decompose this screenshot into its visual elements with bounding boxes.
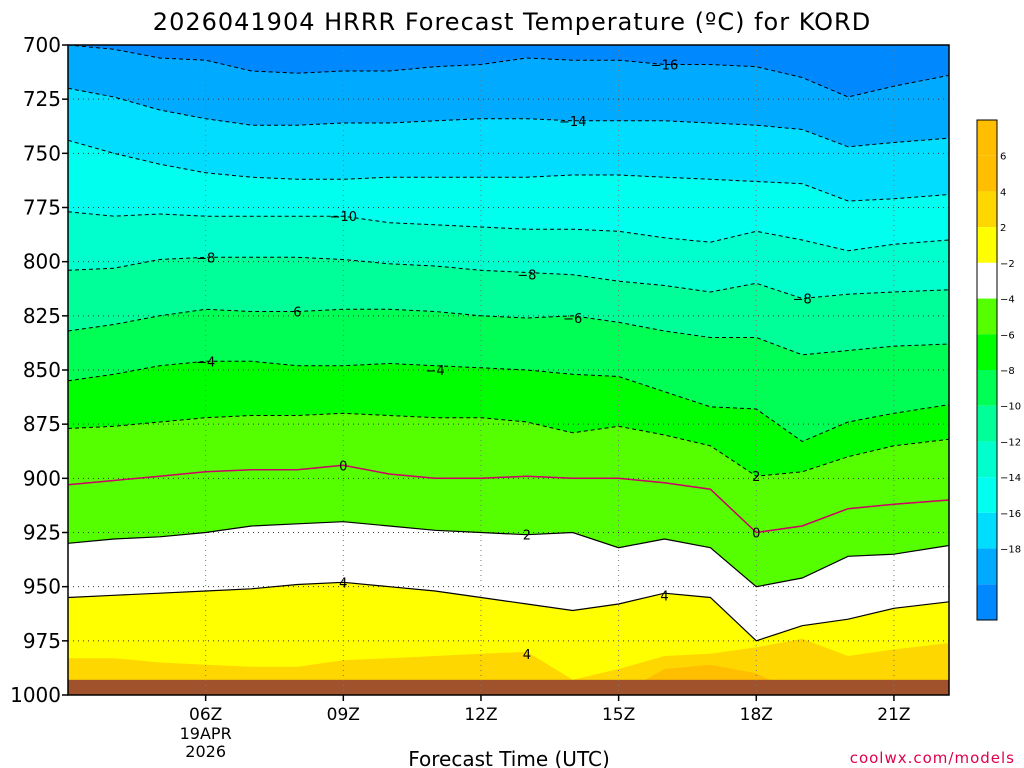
colorbar-swatch	[977, 584, 997, 620]
colorbar-label: 6	[1000, 152, 1006, 163]
x-tick-label: 18Z	[740, 705, 773, 725]
y-tick-label: 850	[23, 358, 61, 382]
colorbar-swatch	[977, 477, 997, 513]
colorbar-label: −16	[1000, 509, 1021, 520]
ground-surface	[68, 679, 949, 695]
colorbar-label: −18	[1000, 545, 1021, 556]
colorbar-swatch	[977, 441, 997, 478]
y-axis-pressure: 700 725 750 775 800 825 850 875 900 925 950 975 1000	[10, 33, 68, 707]
contour-label: 4	[339, 576, 347, 591]
contour-label: 6	[293, 306, 301, 321]
y-tick-label: 975	[23, 629, 61, 653]
x-tick-label: 21Z	[877, 705, 910, 725]
y-tick-label: 700	[23, 33, 61, 57]
colorbar-swatch	[977, 405, 997, 442]
colorbar-swatch	[977, 334, 997, 370]
colorbar-label: −14	[1000, 473, 1021, 484]
isotherm-line	[67, 464, 950, 534]
colorbar-label: −10	[1000, 402, 1021, 413]
isotherm-line	[67, 581, 950, 642]
isotherm-line	[67, 87, 950, 148]
x-tick-label: 09Z	[327, 705, 360, 725]
y-tick-label: 950	[23, 575, 61, 599]
isotherm-line	[67, 139, 950, 202]
colorbar-swatch	[977, 227, 997, 263]
isotherm-line	[67, 256, 950, 300]
colorbar-label: 2	[1000, 223, 1006, 234]
colorbar-label: 4	[1000, 187, 1006, 198]
isotherm-line	[67, 308, 950, 356]
y-tick-label: 875	[23, 412, 61, 436]
contour-label: 4	[523, 648, 531, 663]
isotherm-line	[67, 412, 950, 477]
y-tick-label: 750	[23, 141, 61, 165]
x-tick-label: 15Z	[602, 705, 635, 725]
colorbar-swatch	[977, 512, 997, 549]
colorbar-label: −6	[1000, 330, 1015, 341]
colorbar-swatch	[977, 548, 997, 585]
colorbar-swatch	[977, 370, 997, 406]
contour-label: −8	[196, 251, 215, 266]
isotherm-line	[67, 521, 950, 588]
y-tick-label: 825	[23, 304, 61, 328]
colorbar-label: −2	[1000, 259, 1015, 270]
x-tick-date: 19APR	[180, 724, 232, 743]
contour-labels: 0 2 4 2 −4 6 −8 −10 −14 −16 −8 −6 −4 −8 0 4 4	[196, 59, 812, 663]
chart-title: 2026041904 HRRR Forecast Temperature (ºC…	[153, 8, 871, 36]
isotherm-line	[67, 44, 950, 98]
colorbar-label: −4	[1000, 295, 1015, 306]
y-tick-label: 800	[23, 250, 61, 274]
contour-label: −4	[425, 364, 444, 379]
x-axis-label: Forecast Time (UTC)	[408, 747, 610, 768]
isotherm-line	[67, 360, 950, 443]
contour-label: −16	[651, 59, 678, 74]
y-tick-label: 1000	[10, 683, 61, 707]
x-tick-year: 2026	[185, 742, 226, 761]
isotherm-line	[67, 211, 950, 252]
contour-label: −4	[196, 355, 215, 370]
contour-label: 4	[660, 589, 668, 604]
colorbar-legend: 6 4 2 −2 −4 −6 −8 −10 −12 −14 −16 −18	[976, 119, 1021, 621]
colorbar-swatch	[977, 120, 997, 156]
contour-label: 0	[339, 459, 347, 474]
colorbar-label: −12	[1000, 437, 1021, 448]
x-tick-label: 06Z	[189, 705, 222, 725]
colorbar-swatch	[977, 191, 997, 228]
y-tick-label: 775	[23, 196, 61, 220]
contour-label: 2	[752, 470, 760, 485]
x-tick-label: 12Z	[464, 705, 497, 725]
contour-label: −14	[559, 115, 586, 130]
colorbar-frame	[976, 119, 998, 621]
source-credit: coolwx.com/models	[850, 749, 1015, 767]
colorbar-swatch	[977, 298, 997, 335]
colorbar-label: −8	[1000, 366, 1015, 377]
contour-label: 2	[523, 529, 531, 544]
y-tick-label: 725	[23, 87, 61, 111]
colorbar-swatch	[977, 155, 997, 192]
contour-label: −6	[563, 312, 582, 327]
contour-label: −8	[793, 293, 812, 308]
contour-label: −8	[517, 269, 536, 284]
colorbar-swatch	[977, 262, 997, 299]
y-tick-label: 925	[23, 521, 61, 545]
contour-label: −10	[330, 210, 357, 225]
y-tick-label: 900	[23, 466, 61, 490]
isotherm-contours	[67, 44, 950, 642]
contour-label: 0	[752, 527, 760, 542]
